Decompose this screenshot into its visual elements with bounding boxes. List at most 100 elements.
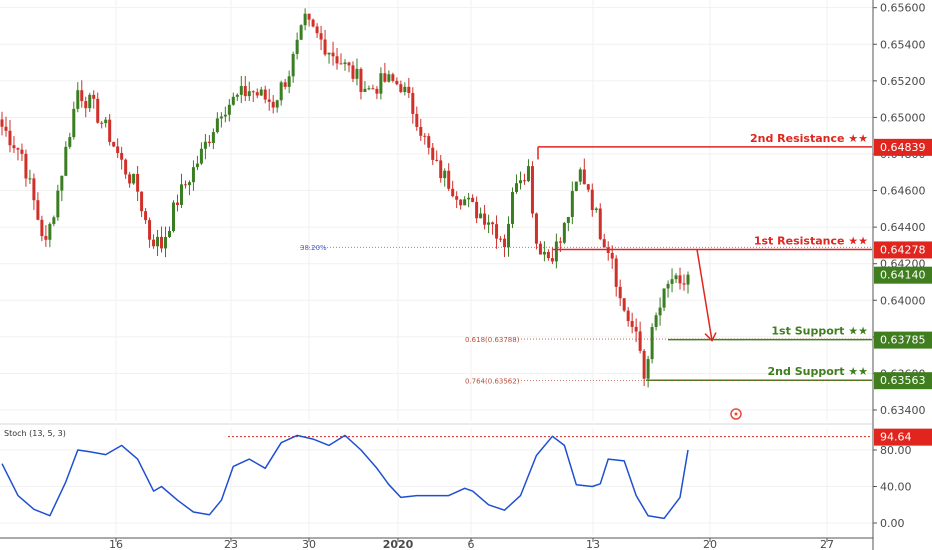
candle-body <box>375 88 379 94</box>
level-price-tag-text: 0.64278 <box>880 243 926 256</box>
candle-body <box>247 91 251 97</box>
candle-body <box>179 184 183 205</box>
x-tick-label: 6 <box>468 538 475 550</box>
candle-body <box>255 92 259 96</box>
candle-body <box>387 74 391 82</box>
candle-body <box>435 159 439 161</box>
candle-body <box>558 241 562 243</box>
level-label: 2nd Support ★★ <box>768 365 869 378</box>
candle-body <box>578 169 582 182</box>
candle-body <box>164 237 168 249</box>
candle-body <box>379 73 383 94</box>
candle-body <box>399 84 403 93</box>
candle-body <box>339 63 343 65</box>
candle-body <box>518 180 522 184</box>
candle-body <box>152 239 156 247</box>
candle-body <box>231 96 235 105</box>
candle-body <box>195 163 199 168</box>
candle-body <box>299 25 303 40</box>
candle-body <box>96 98 100 123</box>
candle-body <box>267 99 271 102</box>
candle-body <box>183 184 187 186</box>
candle-body <box>618 286 622 299</box>
candle-body <box>144 211 148 221</box>
candle-body <box>275 100 279 108</box>
candle-body <box>16 148 20 150</box>
candle-body <box>347 62 351 66</box>
y-tick-label: 0.64400 <box>880 221 926 234</box>
candle-body <box>44 236 48 240</box>
candle-body <box>546 251 550 259</box>
candle-body <box>443 170 447 179</box>
candle-body <box>28 178 32 180</box>
candle-body <box>634 326 638 332</box>
candle-body <box>116 146 120 153</box>
candle-body <box>554 241 558 262</box>
candle-body <box>626 310 630 322</box>
candle-body <box>259 89 263 96</box>
indicator-title: Stoch (13, 5, 3) <box>4 429 66 438</box>
candle-body <box>511 192 515 224</box>
candle-body <box>550 258 554 262</box>
candle-body <box>24 153 28 179</box>
candle-body <box>187 182 191 186</box>
candle-body <box>670 279 674 284</box>
candle-body <box>287 76 291 87</box>
candle-body <box>439 160 443 179</box>
candle-body <box>100 122 104 124</box>
candle-body <box>76 90 80 109</box>
candle-body <box>335 56 339 64</box>
candle-body <box>203 141 207 149</box>
candles <box>0 8 690 388</box>
candle-body <box>383 73 387 82</box>
candle-body <box>530 166 534 214</box>
candle-body <box>503 238 507 248</box>
fib-label: 0.618(0.63788) <box>465 336 520 344</box>
candle-body <box>219 116 223 119</box>
level-price-tag <box>874 372 932 390</box>
candle-body <box>582 169 586 185</box>
candle-body <box>491 222 495 225</box>
candle-body <box>279 82 283 101</box>
candle-body <box>323 39 327 55</box>
y-tick-label: 0.64000 <box>880 294 926 307</box>
candle-body <box>594 208 598 211</box>
candle-body <box>315 26 319 34</box>
candle-body <box>199 148 203 164</box>
stoch-level-tag <box>874 428 932 446</box>
candle-body <box>562 222 566 243</box>
candle-body <box>80 90 84 102</box>
level-price-tag-text: 0.63785 <box>880 334 926 347</box>
candle-body <box>104 119 108 124</box>
candle-body <box>646 359 650 379</box>
current-price-tag-text: 0.64140 <box>880 269 926 282</box>
candle-body <box>207 141 211 144</box>
candle-body <box>64 146 68 176</box>
stoch-line <box>1 434 689 520</box>
candle-body <box>223 114 227 117</box>
candle-body <box>630 321 634 327</box>
candle-body <box>678 275 682 284</box>
candle-body <box>682 283 686 285</box>
candle-body <box>40 219 44 237</box>
candle-body <box>136 173 140 192</box>
candle-body <box>168 231 172 238</box>
crosshair-icon-dot <box>734 412 738 416</box>
candle-body <box>614 258 618 287</box>
candle-body <box>542 251 546 255</box>
candle-body <box>343 62 347 65</box>
candle-body <box>622 298 626 311</box>
candle-body <box>319 33 323 40</box>
candle-body <box>215 118 219 133</box>
candle-body <box>8 130 12 146</box>
candle-body <box>132 173 136 184</box>
stoch-tick-label: 80.00 <box>880 444 912 457</box>
x-tick-label: 27 <box>820 538 834 550</box>
candle-body <box>495 224 499 239</box>
candle-body <box>140 191 144 212</box>
candle-body <box>507 223 511 248</box>
level-price-tag <box>874 241 932 259</box>
candle-body <box>602 239 606 248</box>
candle-body <box>263 89 267 100</box>
